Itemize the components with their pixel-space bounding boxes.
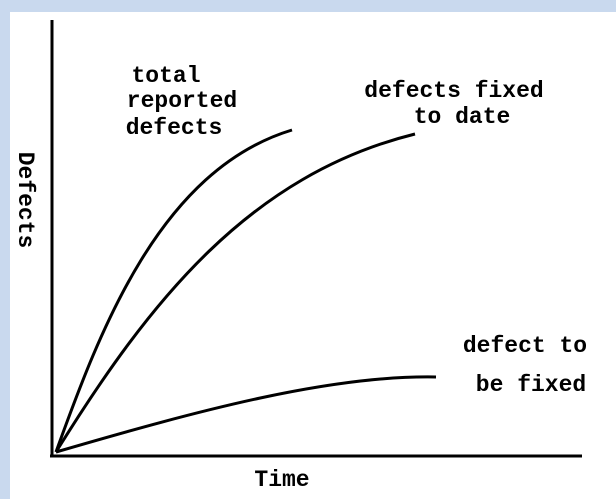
- curve-label: defect to: [463, 333, 587, 359]
- curve-total-reported: [54, 128, 293, 453]
- x-axis-label: Time: [254, 467, 309, 493]
- y-axis-label: Defects: [12, 152, 38, 249]
- panel: [10, 12, 616, 499]
- curve-label: be fixed: [476, 372, 586, 398]
- curve-label: total: [131, 63, 200, 89]
- curve-fixed-to-date: [54, 132, 416, 453]
- curve-to-be-fixed: [55, 375, 437, 454]
- curve-label: to date: [414, 104, 511, 130]
- curve-label: defects fixed: [364, 78, 543, 104]
- curve-label: reported: [127, 88, 237, 114]
- curve-label: defects: [126, 115, 223, 141]
